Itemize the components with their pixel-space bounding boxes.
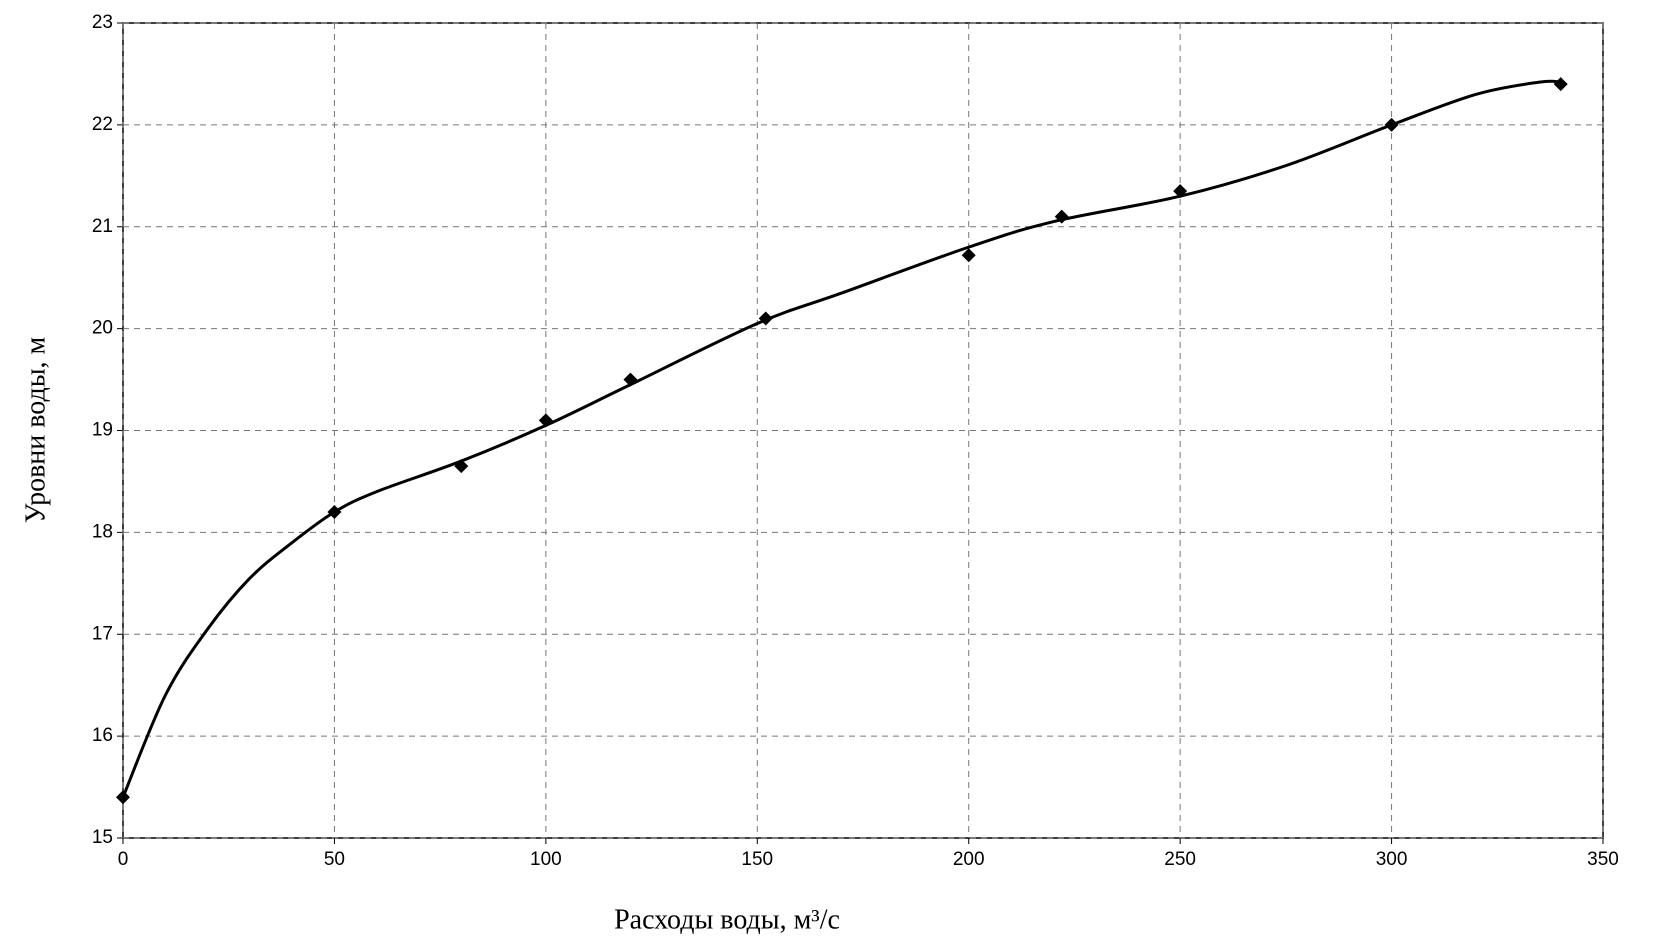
y-tick-label: 22: [92, 114, 113, 135]
y-axis-title: Уровни воды, м: [20, 336, 51, 523]
x-tick-label: 0: [118, 849, 129, 870]
y-tick-label: 21: [92, 216, 113, 237]
x-tick-label: 50: [324, 849, 345, 870]
y-tick-label: 15: [92, 827, 113, 848]
y-tick-label: 20: [92, 318, 113, 339]
x-tick-label: 300: [1376, 849, 1408, 870]
x-tick-label: 150: [741, 849, 773, 870]
data-point: [961, 248, 976, 263]
x-tick-label: 200: [953, 849, 985, 870]
x-axis-title: Расходы воды, м³/с: [614, 904, 840, 935]
y-tick-label: 18: [92, 521, 113, 542]
x-tick-label: 350: [1587, 849, 1619, 870]
y-tick-label: 19: [92, 420, 113, 441]
y-tick-label: 23: [92, 12, 113, 33]
data-point: [1553, 77, 1568, 92]
x-tick-label: 250: [1164, 849, 1196, 870]
y-tick-label: 17: [92, 623, 113, 644]
y-tick-label: 16: [92, 725, 113, 746]
x-tick-label: 100: [530, 849, 562, 870]
trend-line: [121, 79, 1561, 798]
